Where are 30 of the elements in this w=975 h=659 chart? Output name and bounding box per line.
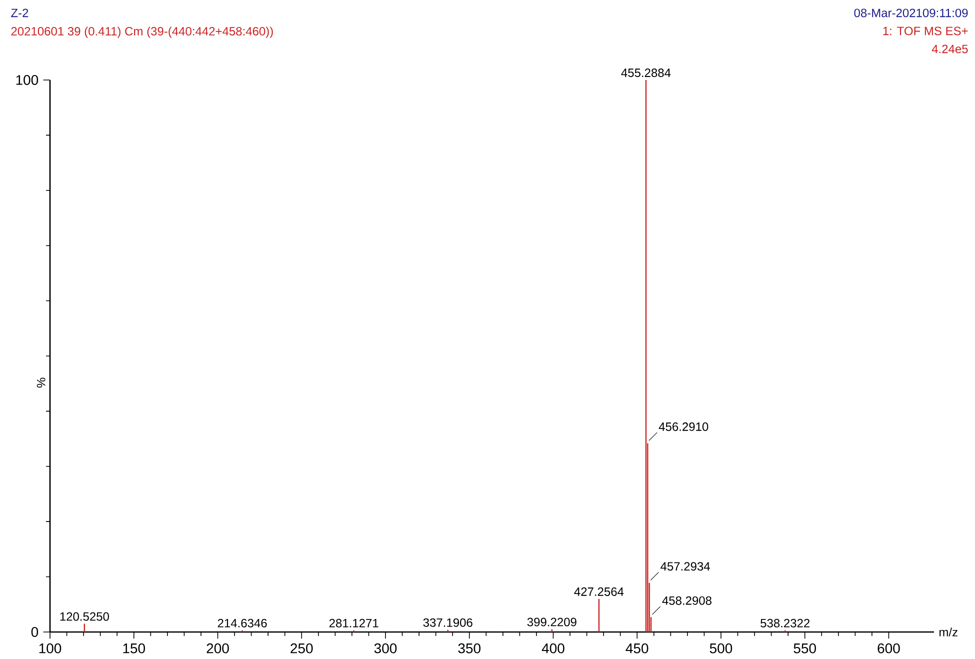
x-tick-label: 200 (206, 643, 229, 654)
annotation: 399.2209 (527, 618, 576, 626)
annotation: 456.2910 (658, 422, 708, 431)
annotation: 337.1906 (423, 618, 472, 627)
text: 4.24e5 (932, 44, 968, 54)
x-tick-label: 600 (878, 643, 900, 654)
x-tick-label: 500 (710, 643, 732, 654)
annotation: 120.5250 (60, 612, 109, 621)
y-axis-title: % (36, 378, 46, 388)
annotation: 457.2934 (660, 562, 710, 571)
annotation: 281.1271 (329, 618, 378, 628)
x-tick-label: 150 (123, 643, 145, 654)
y-tick-label: 0 (31, 627, 38, 637)
chart-subtitle: 20210601 39 (0.411) Cm (39-(440:442+458:460)) (11, 26, 273, 38)
x-tick-label: 350 (458, 643, 480, 654)
x-tick-label: 100 (39, 643, 62, 654)
chart-title: Z-2 (11, 8, 28, 18)
x-axis-title: m/z (940, 628, 958, 636)
text: 08-Mar-202109:11:09 (854, 8, 968, 18)
text: 1: TOF MS ES+ (883, 26, 968, 36)
x-tick-label: 400 (542, 643, 564, 654)
x-tick-label: 550 (794, 643, 816, 654)
annotation: 455.2884 (621, 68, 671, 78)
x-tick-label: 250 (290, 643, 313, 654)
annotation: 458.2908 (662, 596, 712, 605)
x-tick-label: 450 (626, 643, 648, 654)
annotation: 538.2322 (760, 618, 810, 628)
annotation: 427.2564 (574, 587, 624, 596)
x-tick-label: 300 (374, 643, 397, 654)
annotation: 214.6346 (218, 618, 267, 628)
